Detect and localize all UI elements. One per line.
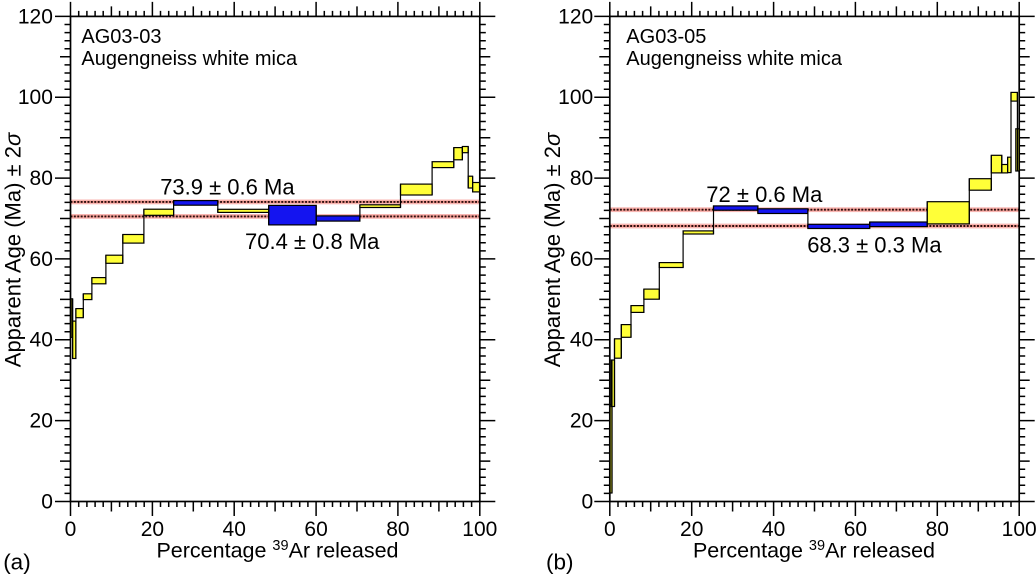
svg-text:20: 20 [680, 518, 703, 541]
svg-text:73.9 ± 0.6 Ma: 73.9 ± 0.6 Ma [160, 175, 295, 200]
svg-text:(a): (a) [3, 549, 31, 574]
svg-text:40: 40 [30, 329, 53, 352]
svg-text:0: 0 [65, 518, 77, 541]
svg-text:Augengneiss white mica: Augengneiss white mica [81, 48, 298, 70]
svg-text:40: 40 [570, 329, 593, 352]
svg-text:20: 20 [570, 410, 593, 433]
svg-text:0: 0 [41, 490, 53, 513]
svg-text:120: 120 [558, 5, 593, 28]
svg-text:AG03-03: AG03-03 [81, 26, 161, 48]
svg-text:60: 60 [30, 248, 53, 271]
svg-text:20: 20 [141, 518, 164, 541]
svg-text:60: 60 [570, 248, 593, 271]
svg-text:80: 80 [386, 518, 409, 541]
svg-text:0: 0 [582, 490, 594, 513]
svg-text:60: 60 [304, 518, 327, 541]
svg-text:100: 100 [558, 86, 593, 109]
svg-text:100: 100 [1002, 518, 1036, 541]
svg-text:Augengneiss white mica: Augengneiss white mica [626, 48, 843, 70]
svg-text:AG03-05: AG03-05 [626, 26, 706, 48]
svg-text:72 ± 0.6 Ma: 72 ± 0.6 Ma [706, 182, 823, 207]
svg-text:0: 0 [604, 518, 616, 541]
svg-text:40: 40 [762, 518, 785, 541]
svg-text:Apparent Age (Ma) ± 2σ: Apparent Age (Ma) ± 2σ [1, 132, 26, 367]
svg-text:68.3 ± 0.3 Ma: 68.3 ± 0.3 Ma [807, 232, 942, 257]
svg-text:20: 20 [30, 410, 53, 433]
svg-text:80: 80 [926, 518, 949, 541]
svg-text:100: 100 [462, 518, 497, 541]
svg-text:60: 60 [844, 518, 867, 541]
svg-text:Apparent Age (Ma) ± 2σ: Apparent Age (Ma) ± 2σ [540, 132, 565, 367]
svg-text:100: 100 [18, 86, 53, 109]
svg-text:120: 120 [18, 5, 53, 28]
svg-text:80: 80 [570, 167, 593, 190]
svg-text:40: 40 [223, 518, 246, 541]
svg-text:70.4 ± 0.8 Ma: 70.4 ± 0.8 Ma [245, 229, 380, 254]
svg-text:(b): (b) [546, 549, 574, 574]
svg-text:80: 80 [30, 167, 53, 190]
